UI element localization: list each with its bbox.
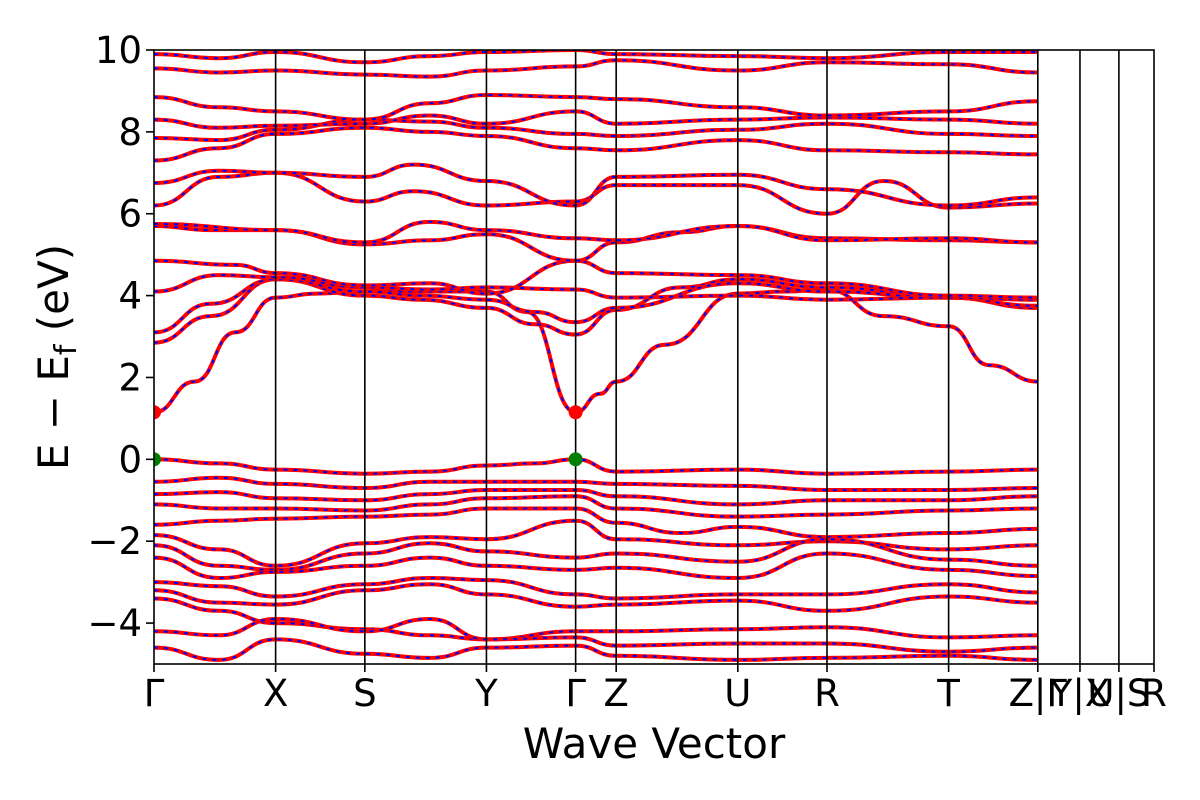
- y-axis-label-main: E − E: [29, 355, 78, 470]
- x-tick-label: R: [814, 672, 840, 715]
- plot-frame: [153, 49, 1155, 665]
- y-tick-label: −2: [87, 520, 142, 563]
- x-tick-label: U|S: [1087, 672, 1150, 715]
- band-1: [154, 287, 1038, 415]
- y-tick-label: 2: [118, 356, 142, 399]
- x-tick-label: T: [936, 672, 960, 715]
- x-tick-label: Y|X: [1049, 672, 1110, 715]
- y-axis-label: E − Ef (eV): [29, 244, 84, 470]
- band-edge-markers: [154, 405, 583, 467]
- y-tick-label: 8: [118, 111, 142, 154]
- vbm-marker-1: [154, 452, 161, 467]
- band-22-dash: [154, 538, 1038, 571]
- x-tick-label: Γ: [144, 672, 165, 715]
- cbm-marker-2: [568, 405, 583, 420]
- band-20-dash: [154, 507, 1038, 539]
- x-axis-label: Wave Vector: [523, 719, 786, 768]
- y-tick-label: 6: [118, 193, 142, 236]
- band-16: [154, 457, 1038, 476]
- y-tick-label: 10: [95, 29, 142, 72]
- y-axis-label-unit: (eV): [29, 244, 78, 345]
- x-tick-label: Z: [603, 672, 628, 715]
- band-1-line: [154, 287, 1038, 415]
- y-axis-label-subscript: f: [49, 343, 84, 355]
- x-tick-label: R: [1141, 672, 1167, 715]
- y-tick-label: −4: [87, 602, 142, 645]
- x-tick-label: S: [353, 672, 377, 715]
- band-23-dash: [154, 552, 1038, 580]
- x-axis-ticks: Γ X S Y Γ Z U R T Z|ΓY|XU|SR: [144, 664, 1167, 715]
- cbm-marker-1: [154, 405, 161, 420]
- y-axis-ticks: 10 8 6 4 2 0 −2 −4: [87, 29, 154, 645]
- x-tick-label: U: [724, 672, 751, 715]
- y-tick-label: 0: [118, 438, 142, 481]
- band-27-dash: [154, 617, 1038, 653]
- x-tick-label: Γ: [565, 672, 586, 715]
- band-16-dash: [154, 458, 1038, 475]
- kpoint-lines: [274, 50, 1120, 664]
- x-tick-label: Z|Γ: [1009, 672, 1068, 715]
- x-tick-label: X: [263, 672, 288, 715]
- y-tick-label: 4: [118, 275, 142, 318]
- vbm-marker-2: [568, 452, 583, 467]
- x-tick-label: Y: [474, 672, 498, 715]
- band-28-dash: [154, 638, 1038, 661]
- band-3-dash: [154, 278, 1038, 334]
- band-20: [154, 506, 1038, 540]
